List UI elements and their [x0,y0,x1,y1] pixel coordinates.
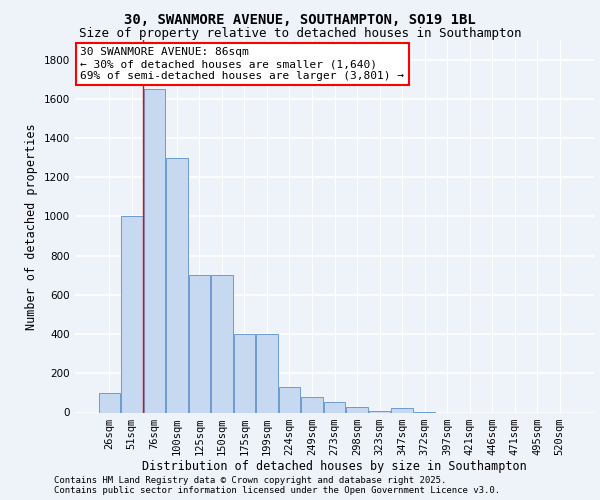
Bar [211,276,233,412]
Bar [369,410,390,412]
Text: Contains HM Land Registry data © Crown copyright and database right 2025.
Contai: Contains HM Land Registry data © Crown c… [54,476,500,495]
Bar [188,276,210,412]
Bar [301,397,323,412]
Text: 30, SWANMORE AVENUE, SOUTHAMPTON, SO19 1BL: 30, SWANMORE AVENUE, SOUTHAMPTON, SO19 1… [124,12,476,26]
Bar [346,406,368,412]
Bar [234,334,255,412]
Bar [391,408,413,412]
Y-axis label: Number of detached properties: Number of detached properties [25,123,38,330]
Bar [121,216,143,412]
Bar [143,89,165,412]
Bar [98,393,120,412]
Bar [256,334,278,412]
Bar [166,158,188,412]
X-axis label: Distribution of detached houses by size in Southampton: Distribution of detached houses by size … [142,460,527,473]
Text: Size of property relative to detached houses in Southampton: Size of property relative to detached ho… [79,28,521,40]
Text: 30 SWANMORE AVENUE: 86sqm
← 30% of detached houses are smaller (1,640)
69% of se: 30 SWANMORE AVENUE: 86sqm ← 30% of detac… [80,48,404,80]
Bar [324,402,345,412]
Bar [279,387,300,412]
